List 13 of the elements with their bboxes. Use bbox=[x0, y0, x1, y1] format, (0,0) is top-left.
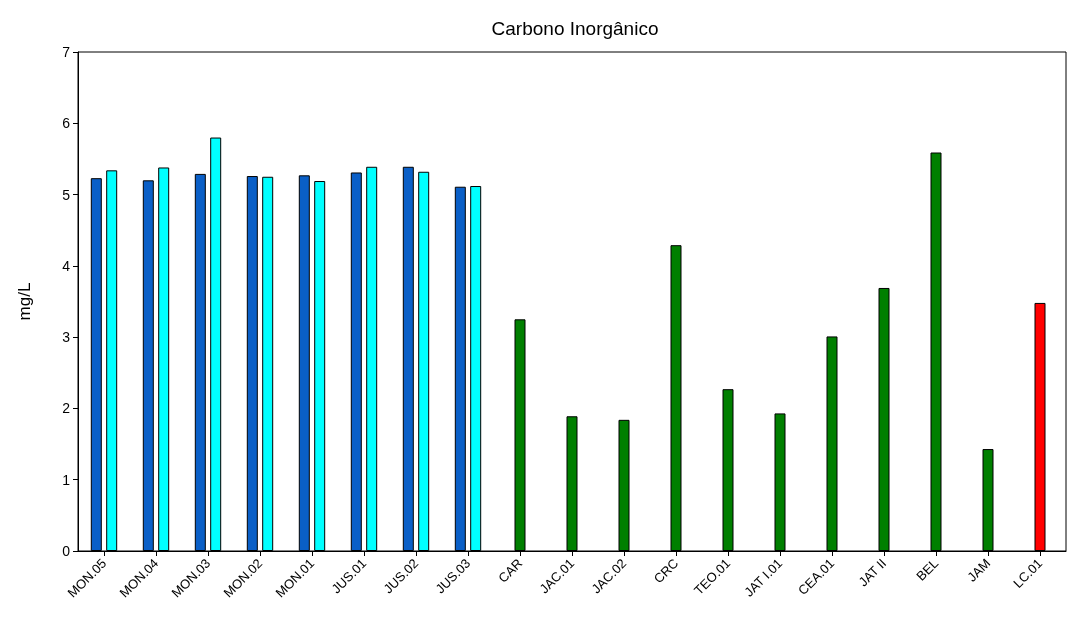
y-tick-label: 0 bbox=[62, 543, 71, 559]
y-tick-label: 2 bbox=[62, 400, 71, 417]
x-tick-label: BEL bbox=[913, 555, 942, 584]
y-tick-label: 3 bbox=[62, 329, 71, 346]
x-tick-label: JAT I.01 bbox=[741, 555, 786, 600]
y-tick-label: 1 bbox=[62, 471, 71, 488]
y-tick-label: 7 bbox=[62, 44, 71, 60]
y-tick-label: 5 bbox=[62, 186, 71, 203]
chart-title: Carbono Inorgânico bbox=[491, 18, 659, 39]
y-tick-label: 6 bbox=[62, 115, 71, 132]
y-axis-title: mg/L bbox=[15, 282, 34, 321]
y-tick-label: 4 bbox=[62, 257, 71, 274]
x-tick-label: JAT II bbox=[855, 555, 890, 590]
